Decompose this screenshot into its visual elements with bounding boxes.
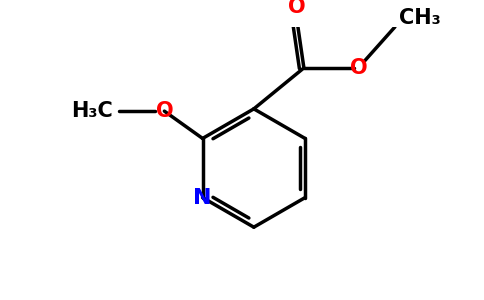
Text: N: N [193,188,212,208]
Text: O: O [288,0,305,17]
Text: O: O [350,58,367,78]
Text: H₃C: H₃C [71,101,112,121]
Text: CH₃: CH₃ [399,8,441,28]
Text: O: O [155,101,173,121]
